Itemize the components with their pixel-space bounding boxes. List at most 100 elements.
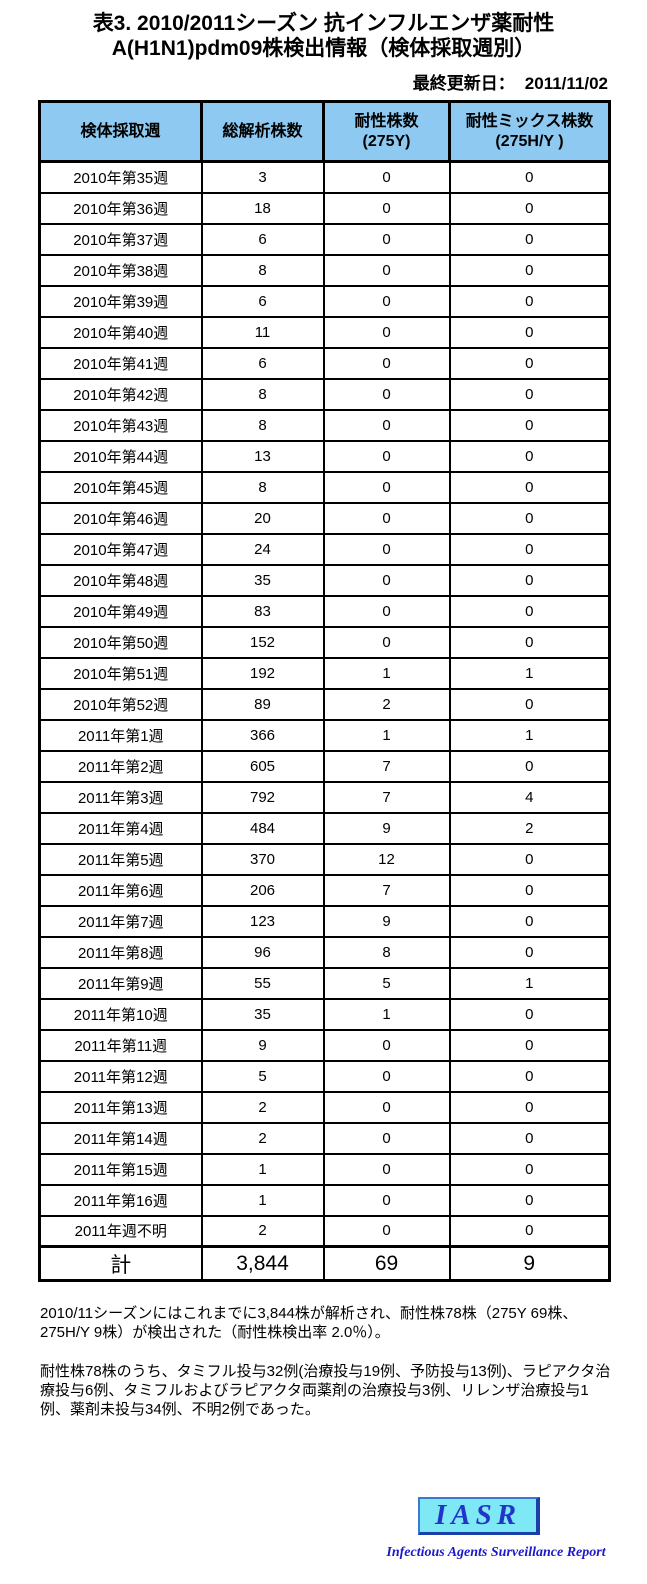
table-row: 2010年第41週 6 0 0 [38,346,611,380]
week-cell: 2010年第44週 [38,439,203,473]
table-body: 2010年第35週 3 0 0 2010年第36週 18 0 0 2010年第37週 6 0 0 201… [38,160,611,1248]
count-cell: 0 [448,687,611,721]
last-updated-label: 最終更新日： [412,74,515,93]
week-cell: 2010年第52週 [38,687,203,721]
count-cell: 605 [200,749,325,783]
count-cell: 1 [200,1183,325,1217]
count-cell: 0 [322,625,451,659]
table-row: 2010年第42週 8 0 0 [38,377,611,411]
count-cell: 123 [200,904,325,938]
count-cell: 1 [322,718,451,752]
week-cell: 2010年第47週 [38,532,203,566]
table-row: 2011年第3週 792 7 4 [38,780,611,814]
week-cell: 2011年第7週 [38,904,203,938]
total-row: 計 3,844 69 9 [38,1245,611,1282]
count-cell: 0 [448,160,611,194]
table-row: 2010年第35週 3 0 0 [38,160,611,194]
week-cell: 2011年第14週 [38,1121,203,1155]
count-cell: 0 [322,315,451,349]
count-cell: 0 [448,1028,611,1062]
count-cell: 6 [200,346,325,380]
week-cell: 2011年週不明 [38,1214,203,1248]
count-cell: 0 [448,997,611,1031]
table-row: 2010年第46週 20 0 0 [38,501,611,535]
count-cell: 1 [322,656,451,690]
count-cell: 1 [448,656,611,690]
count-cell: 0 [322,377,451,411]
count-cell: 0 [322,1214,451,1248]
table-row: 2010年第43週 8 0 0 [38,408,611,442]
week-cell: 2010年第49週 [38,594,203,628]
week-cell: 2011年第11週 [38,1028,203,1062]
count-cell: 0 [322,253,451,287]
table-row: 2010年第47週 24 0 0 [38,532,611,566]
count-cell: 89 [200,687,325,721]
count-cell: 0 [322,1183,451,1217]
count-cell: 0 [322,532,451,566]
count-cell: 0 [448,1090,611,1124]
count-cell: 1 [448,718,611,752]
count-cell: 0 [448,470,611,504]
count-cell: 6 [200,222,325,256]
table-row: 2011年第1週 366 1 1 [38,718,611,752]
count-cell: 24 [200,532,325,566]
count-cell: 0 [322,191,451,225]
table-row: 2010年第37週 6 0 0 [38,222,611,256]
count-cell: 0 [448,563,611,597]
count-cell: 370 [200,842,325,876]
count-cell: 0 [322,1121,451,1155]
table-row: 2011年第12週 5 0 0 [38,1059,611,1093]
detection-table: 検体採取週 総解析株数 耐性株数 (275Y) 耐性ミックス株数 (275H/Y… [38,100,611,1282]
count-cell: 0 [448,625,611,659]
week-cell: 2011年第15週 [38,1152,203,1186]
note-summary: 2010/11シーズンにはこれまでに3,844株が解析され、耐性株78株（275… [40,1305,578,1341]
count-cell: 2 [200,1090,325,1124]
week-cell: 2010年第36週 [38,191,203,225]
count-cell: 8 [322,935,451,969]
week-cell: 2010年第37週 [38,222,203,256]
week-cell: 2011年第3週 [38,780,203,814]
total-resistant-cell: 69 [322,1245,451,1282]
count-cell: 0 [448,439,611,473]
table-row: 2010年第49週 83 0 0 [38,594,611,628]
count-cell: 0 [448,377,611,411]
count-cell: 792 [200,780,325,814]
table-row: 2011年第2週 605 7 0 [38,749,611,783]
week-cell: 2011年第1週 [38,718,203,752]
count-cell: 0 [322,1090,451,1124]
count-cell: 206 [200,873,325,907]
table-row: 2010年第52週 89 2 0 [38,687,611,721]
count-cell: 3 [200,160,325,194]
week-cell: 2010年第46週 [38,501,203,535]
page-title-line1: 表3. 2010/2011シーズン 抗インフルエンザ薬耐性 [92,12,555,35]
count-cell: 152 [200,625,325,659]
count-cell: 0 [448,1121,611,1155]
count-cell: 2 [200,1214,325,1248]
count-cell: 0 [322,563,451,597]
table-row: 2011年第14週 2 0 0 [38,1121,611,1155]
count-cell: 5 [200,1059,325,1093]
count-cell: 0 [322,408,451,442]
count-cell: 2 [322,687,451,721]
table-footer: 計 3,844 69 9 [38,1245,611,1282]
header-resistant: 耐性株数 (275Y) [322,100,451,163]
week-cell: 2010年第43週 [38,408,203,442]
week-cell: 2011年第4週 [38,811,203,845]
week-cell: 2010年第39週 [38,284,203,318]
count-cell: 11 [200,315,325,349]
table-row: 2011年第8週 96 8 0 [38,935,611,969]
count-cell: 9 [322,904,451,938]
week-cell: 2010年第51週 [38,656,203,690]
table-row: 2010年第39週 6 0 0 [38,284,611,318]
week-cell: 2010年第48週 [38,563,203,597]
table-row: 2011年第11週 9 0 0 [38,1028,611,1062]
count-cell: 55 [200,966,325,1000]
count-cell: 1 [200,1152,325,1186]
count-cell: 192 [200,656,325,690]
count-cell: 20 [200,501,325,535]
table-row: 2010年第38週 8 0 0 [38,253,611,287]
table-row: 2010年第48週 35 0 0 [38,563,611,597]
count-cell: 0 [322,1059,451,1093]
total-analyzed-cell: 3,844 [200,1245,325,1282]
count-cell: 2 [448,811,611,845]
